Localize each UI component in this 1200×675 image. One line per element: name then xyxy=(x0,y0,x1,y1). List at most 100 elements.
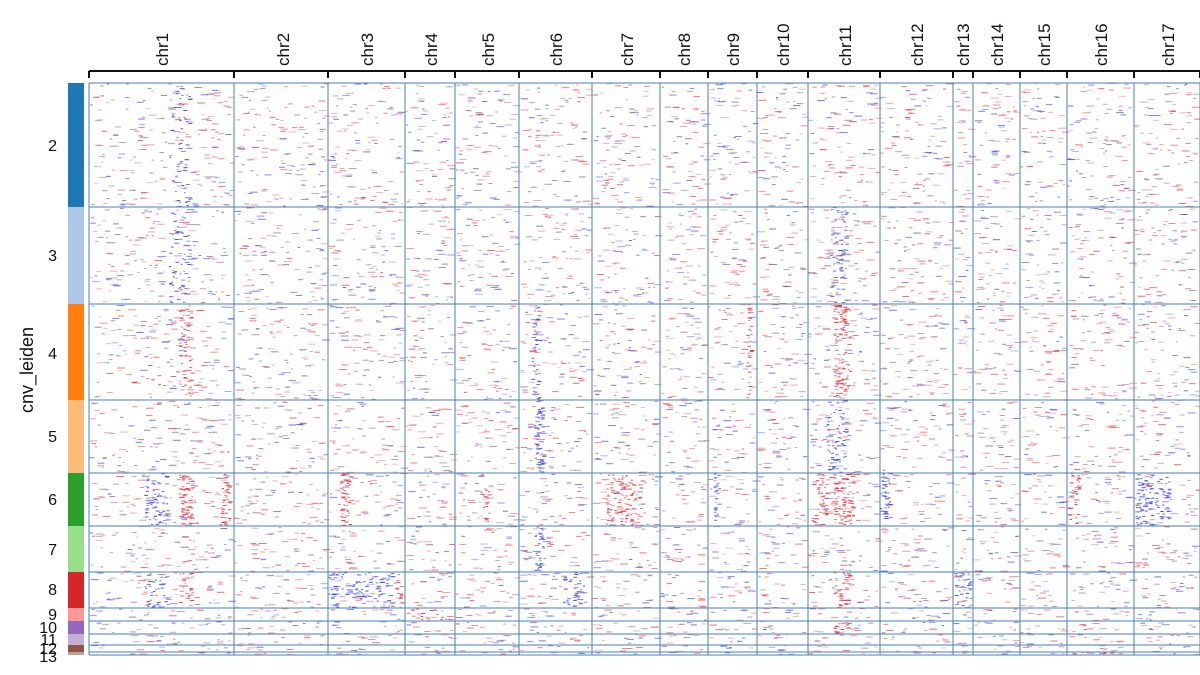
heatmap-cell xyxy=(1184,83,1188,85)
heatmap-cell xyxy=(354,197,360,199)
heatmap-cell xyxy=(634,428,640,430)
heatmap-cell xyxy=(831,392,835,394)
heatmap-cell xyxy=(188,230,196,232)
heatmap-cell xyxy=(681,416,687,418)
heatmap-cell xyxy=(370,350,378,352)
heatmap-cell xyxy=(902,457,908,459)
heatmap-cell xyxy=(942,403,947,405)
heatmap-cell xyxy=(336,391,344,393)
heatmap-cell xyxy=(513,187,519,188)
heatmap-cell xyxy=(215,444,221,446)
heatmap-cell xyxy=(292,382,300,384)
heatmap-cell xyxy=(320,171,325,172)
heatmap-cell xyxy=(256,215,265,217)
heatmap-cell xyxy=(710,97,717,99)
heatmap-cell xyxy=(443,198,447,199)
heatmap-cell xyxy=(439,225,447,227)
heatmap-cell xyxy=(1070,464,1073,466)
heatmap-cell xyxy=(1178,270,1187,272)
heatmap-cell xyxy=(456,195,459,197)
heatmap-cell xyxy=(554,108,560,110)
heatmap-area xyxy=(89,83,1200,655)
heatmap-cell xyxy=(613,343,616,345)
heatmap-cell xyxy=(1119,461,1123,463)
heatmap-cell xyxy=(116,279,123,281)
heatmap-cell xyxy=(1176,261,1182,263)
heatmap-cell xyxy=(160,250,167,252)
heatmap-cell xyxy=(989,437,996,439)
heatmap-cell xyxy=(880,448,885,450)
heatmap-cell xyxy=(531,406,536,407)
heatmap-cell xyxy=(526,467,534,469)
heatmap-cell xyxy=(888,409,894,411)
heatmap-cell xyxy=(582,163,589,165)
heatmap-cell xyxy=(178,226,184,228)
heatmap-cell xyxy=(579,379,587,381)
heatmap-cell xyxy=(194,485,199,487)
heatmap-cell xyxy=(833,277,838,278)
heatmap-cell xyxy=(180,433,186,435)
heatmap-cell xyxy=(446,254,455,256)
heatmap-cell xyxy=(131,476,137,477)
heatmap-cell xyxy=(1030,118,1038,120)
heatmap-cell xyxy=(689,234,694,236)
heatmap-cell xyxy=(139,124,145,126)
heatmap-cell xyxy=(352,238,355,240)
heatmap-cell xyxy=(387,87,391,89)
heatmap-cell xyxy=(494,90,500,92)
heatmap-cell xyxy=(188,402,192,404)
heatmap-cell xyxy=(1083,464,1088,466)
heatmap-cell xyxy=(725,224,730,226)
heatmap-cell xyxy=(302,136,305,138)
heatmap-cell xyxy=(499,340,504,342)
heatmap-cell xyxy=(420,210,429,212)
heatmap-cell xyxy=(237,213,241,215)
heatmap-cell xyxy=(487,412,491,414)
heatmap-cell xyxy=(505,222,509,223)
heatmap-cell xyxy=(595,403,599,405)
heatmap-cell xyxy=(192,431,199,433)
heatmap-cell xyxy=(811,363,815,365)
heatmap-cell xyxy=(981,92,989,94)
heatmap-cell xyxy=(246,375,250,376)
heatmap-cell xyxy=(593,94,598,96)
heatmap-cell xyxy=(759,276,766,278)
heatmap-cell xyxy=(252,423,258,425)
heatmap-cell xyxy=(643,415,646,417)
heatmap-cell xyxy=(529,161,535,163)
heatmap-cell xyxy=(1029,350,1034,352)
heatmap-cell xyxy=(812,142,818,144)
heatmap-cell xyxy=(631,136,634,138)
heatmap-cell xyxy=(1080,243,1084,245)
heatmap-cell xyxy=(946,105,954,107)
heatmap-cell xyxy=(765,391,768,392)
heatmap-cell xyxy=(739,270,745,272)
heatmap-cell xyxy=(765,152,773,154)
heatmap-cell xyxy=(577,378,582,379)
heatmap-cell xyxy=(371,172,377,174)
heatmap-cell xyxy=(220,255,229,257)
heatmap-cell xyxy=(693,290,696,292)
heatmap-cell xyxy=(347,186,356,188)
heatmap-cell xyxy=(90,277,93,279)
heatmap-cell xyxy=(720,209,728,211)
heatmap-cell xyxy=(870,93,878,95)
heatmap-cell xyxy=(614,251,619,252)
heatmap-cell xyxy=(890,305,897,307)
heatmap-cell xyxy=(1181,150,1190,152)
heatmap-cell xyxy=(900,411,908,413)
heatmap-cell xyxy=(725,434,733,436)
heatmap-cell xyxy=(142,474,145,476)
heatmap-cell xyxy=(856,221,860,223)
heatmap-cell xyxy=(140,325,146,327)
heatmap-cell xyxy=(798,391,806,393)
heatmap-cell xyxy=(105,242,110,244)
heatmap-cell xyxy=(299,214,302,216)
heatmap-cell xyxy=(258,114,262,116)
heatmap-cell xyxy=(371,139,378,141)
heatmap-cell xyxy=(976,411,984,413)
heatmap-cell xyxy=(1060,262,1064,264)
heatmap-cell xyxy=(961,90,969,92)
heatmap-cell xyxy=(539,257,542,258)
heatmap-cell xyxy=(633,137,640,139)
